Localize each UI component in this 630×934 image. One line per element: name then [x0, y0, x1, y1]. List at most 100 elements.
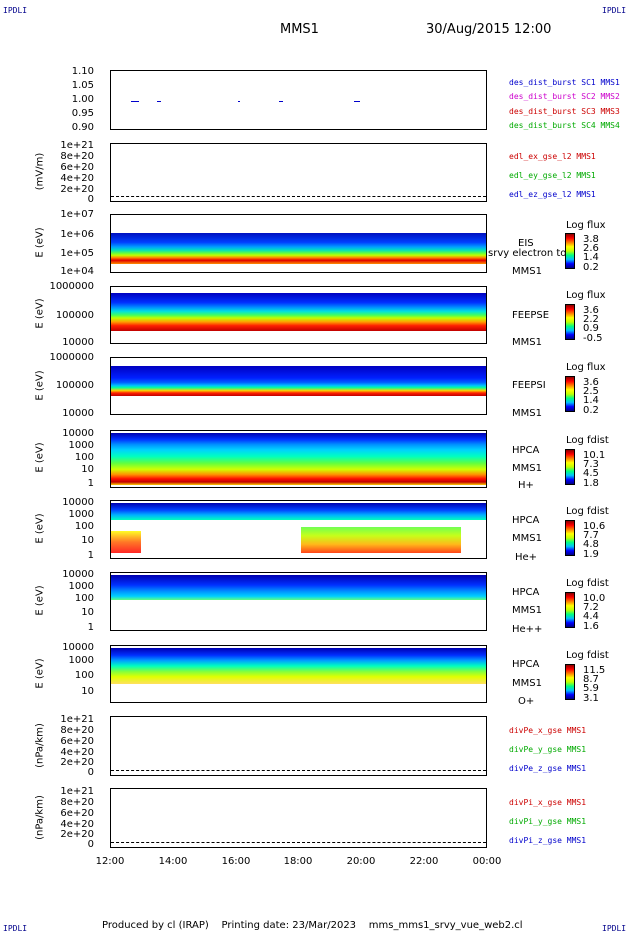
p2-ytick: 1e+21 [60, 140, 94, 151]
p8-ytick: 10000 [62, 569, 94, 580]
p5-cbtick: 2.5 [583, 386, 599, 397]
panel-efield [110, 143, 487, 202]
p6-ytick: 1 [87, 478, 94, 489]
p10-legend-2: divPe_y_gse MMS1 [509, 745, 587, 754]
burst-mark [279, 101, 283, 102]
p8-side-3: He++ [512, 624, 543, 635]
corner-label-bottom-left: IPDLI [3, 924, 28, 933]
p4-cbtick: -0.5 [583, 333, 603, 344]
p7-cbtick: 10.6 [583, 521, 606, 532]
p8-cbar-title: Log fdist [566, 578, 609, 589]
p3-cbtick: 3.8 [583, 234, 599, 245]
panel-divpi [110, 788, 487, 848]
panel-hpca-heplusplus [110, 572, 487, 631]
p6-cbtick: 7.3 [583, 459, 599, 470]
p11-ytick: 1e+21 [60, 786, 94, 797]
p9-ytick: 10000 [62, 642, 94, 653]
p9-ytick: 100 [74, 670, 94, 681]
p3-ytick: 1e+05 [60, 248, 94, 259]
chart-spacecraft-title: MMS1 [280, 22, 319, 37]
p10-ytick: 0 [87, 767, 94, 778]
corner-label-top-left: IPDLI [3, 6, 28, 15]
p5-side-2: MMS1 [512, 408, 542, 419]
p2-legend-2: edl_ey_gse_l2 MMS1 [509, 171, 596, 180]
p4-cbtick: 2.2 [583, 314, 599, 325]
x-tick-label: 22:00 [409, 856, 439, 867]
x-tick-label: 12:00 [95, 856, 125, 867]
p6-cbar-title: Log fdist [566, 435, 609, 446]
p4-side-2: MMS1 [512, 337, 542, 348]
p11-legend-1: divPi_x_gse MMS1 [509, 798, 587, 807]
x-tick-label: 16:00 [221, 856, 251, 867]
p5-cbtick: 1.4 [583, 395, 599, 406]
p7-colorbar [565, 520, 575, 556]
p3-cbar-title: Log flux [566, 220, 606, 231]
p10-legend-3: divPe_z_gse MMS1 [509, 764, 587, 773]
p1-ytick: 0.90 [71, 122, 94, 133]
heplus-spectrogram-patch [111, 531, 141, 553]
panel-feepse [110, 286, 487, 344]
p10-ytick: 1e+21 [60, 714, 94, 725]
p1-legend-4: des_dist_burst SC4 MMS4 [509, 121, 620, 130]
feepse-spectrogram [111, 293, 486, 331]
p8-cbtick: 1.6 [583, 621, 599, 632]
p7-cbtick: 1.9 [583, 549, 599, 560]
eis-spectrogram [111, 233, 486, 264]
p1-legend-1: des_dist_burst SC1 MMS1 [509, 78, 620, 87]
p9-cbtick: 5.9 [583, 683, 599, 694]
panel-divpe [110, 716, 487, 776]
p5-cbtick: 0.2 [583, 405, 599, 416]
x-tick-label: 18:00 [283, 856, 313, 867]
p10-ytick: 8e+20 [60, 725, 94, 736]
burst-mark [157, 101, 161, 102]
corner-label-bottom-right: IPDLI [602, 924, 627, 933]
p4-cbtick: 0.9 [583, 323, 599, 334]
p4-colorbar [565, 304, 575, 340]
p8-cbtick: 7.2 [583, 602, 599, 613]
corner-label-top-right: IPDLI [602, 6, 627, 15]
p4-ytick: 1000000 [49, 281, 94, 292]
p8-side-2: MMS1 [512, 605, 542, 616]
p3-ytick: 1e+06 [60, 229, 94, 240]
footer-file: mms_mms1_srvy_vue_web2.cl [368, 920, 523, 931]
p5-cbtick: 3.6 [583, 377, 599, 388]
chart-datetime-title: 30/Aug/2015 12:00 [426, 22, 552, 37]
p9-side-2: MMS1 [512, 678, 542, 689]
p4-cbar-title: Log flux [566, 290, 606, 301]
p7-cbtick: 7.7 [583, 530, 599, 541]
p2-ytick: 8e+20 [60, 151, 94, 162]
p4-cbtick: 3.6 [583, 305, 599, 316]
p7-ytick: 10 [81, 535, 94, 546]
p3-side-2: srvy electron to [488, 248, 567, 259]
p3-cbtick: 0.2 [583, 262, 599, 273]
p9-cbtick: 11.5 [583, 665, 606, 676]
p6-ytick: 10000 [62, 428, 94, 439]
zero-line [111, 196, 486, 197]
p5-ytick: 10000 [62, 408, 94, 419]
x-tick-label: 14:00 [158, 856, 188, 867]
p10-ytick: 4e+20 [60, 747, 94, 758]
p8-cbtick: 10.0 [583, 593, 606, 604]
burst-mark [354, 101, 360, 102]
panel-hpca-heplus [110, 500, 487, 559]
p11-ytick: 0 [87, 839, 94, 850]
p8-ytick: 1000 [68, 581, 94, 592]
p9-cbar-title: Log fdist [566, 650, 609, 661]
x-tick-label: 00:00 [472, 856, 502, 867]
p6-side-3: H+ [518, 480, 534, 491]
p6-side-1: HPCA [512, 445, 540, 456]
p11-ytick: 8e+20 [60, 797, 94, 808]
p11-legend-2: divPi_y_gse MMS1 [509, 817, 587, 826]
heplus-spectrogram-upper [111, 503, 486, 520]
p5-cbar-title: Log flux [566, 362, 606, 373]
p9-ytick: 1000 [68, 655, 94, 666]
heplus-spectrogram-patch [301, 527, 461, 553]
p11-legend-3: divPi_z_gse MMS1 [509, 836, 587, 845]
p9-cbtick: 3.1 [583, 693, 599, 704]
p6-colorbar [565, 449, 575, 485]
p7-cbtick: 4.8 [583, 539, 599, 550]
p3-ytick: 1e+04 [60, 266, 94, 277]
panel-hpca-oplus [110, 645, 487, 703]
p5-ytick: 100000 [55, 380, 94, 391]
p4-side-1: FEEPSE [512, 310, 550, 321]
